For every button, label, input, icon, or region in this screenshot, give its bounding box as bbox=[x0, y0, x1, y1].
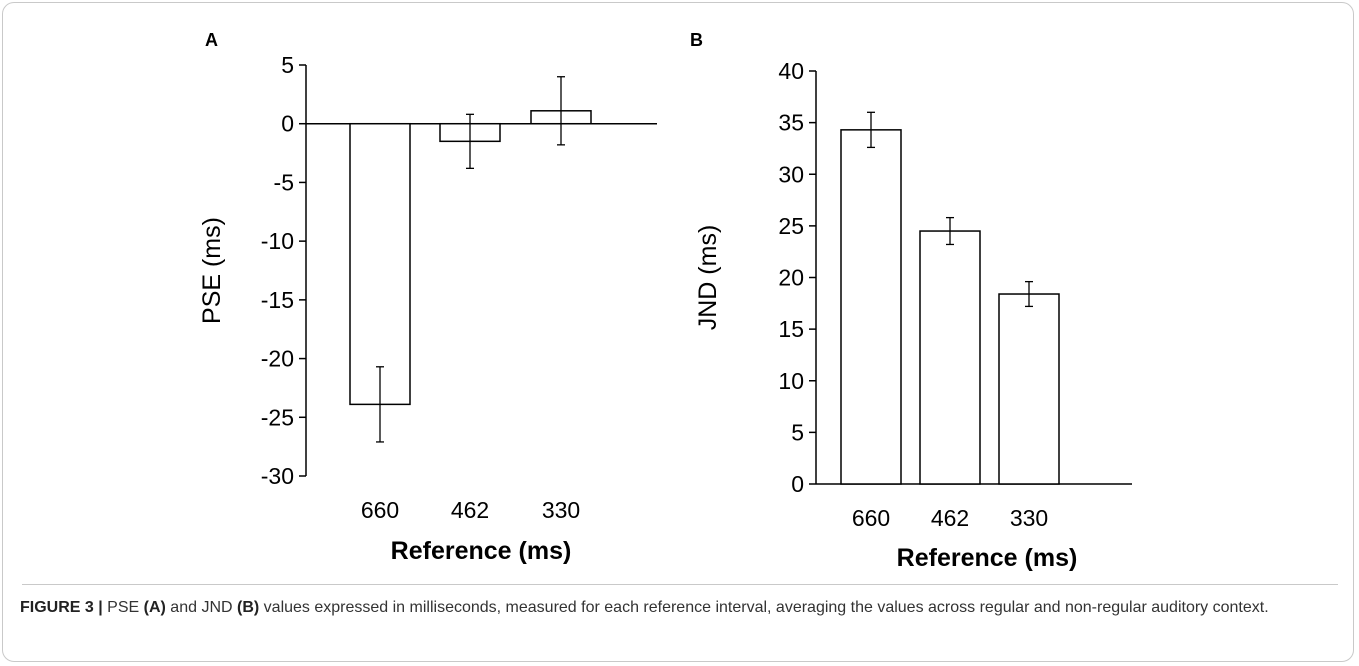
y-tick-label: 15 bbox=[778, 316, 804, 342]
y-tick-label: 35 bbox=[778, 110, 804, 136]
y-tick-label: 5 bbox=[791, 419, 804, 445]
y-tick-label: 10 bbox=[778, 368, 804, 394]
y-tick-label: -20 bbox=[261, 346, 294, 372]
x-tick-label: 330 bbox=[542, 497, 580, 523]
caption-label: FIGURE 3 | bbox=[20, 599, 103, 616]
y-tick-label: -30 bbox=[261, 463, 294, 489]
y-tick-label: -10 bbox=[261, 228, 294, 254]
y-tick-label: -5 bbox=[274, 169, 294, 195]
caption-divider bbox=[22, 584, 1338, 585]
x-tick-label: 462 bbox=[451, 497, 489, 523]
x-tick-label: 660 bbox=[852, 505, 890, 531]
y-tick-label: -15 bbox=[261, 287, 294, 313]
y-axis-title: JND (ms) bbox=[694, 225, 722, 331]
panel-label: B bbox=[690, 30, 703, 50]
y-tick-label: 5 bbox=[281, 52, 294, 78]
y-tick-label: -25 bbox=[261, 404, 294, 430]
bar bbox=[349, 122, 411, 406]
panel-label: A bbox=[205, 30, 218, 50]
caption-part: values expressed in milliseconds, measur… bbox=[259, 599, 1269, 616]
chart-panel-b: B 40 35 30 25 20 15 10 5 0 660 462 330 JND (ms) Refere… bbox=[690, 30, 1132, 572]
figure-caption: FIGURE 3 | PSE (A) and JND (B) values ex… bbox=[20, 596, 1330, 619]
chart-panel-a: A 5 0 -5 -10 -15 -20 -25 -30 660 462 330 PSE (ms) Ref… bbox=[198, 30, 657, 565]
y-tick-label: 0 bbox=[281, 111, 294, 137]
y-tick-label: 25 bbox=[778, 213, 804, 239]
caption-part: (A) bbox=[143, 599, 166, 616]
x-tick-label: 330 bbox=[1010, 505, 1048, 531]
y-axis-title: PSE (ms) bbox=[198, 217, 226, 324]
caption-part: (B) bbox=[237, 599, 260, 616]
x-axis-title: Reference (ms) bbox=[897, 544, 1078, 572]
figure-charts: A 5 0 -5 -10 -15 -20 -25 -30 660 462 330 PSE (ms) Ref… bbox=[198, 30, 1132, 572]
caption-part: and JND bbox=[165, 599, 237, 616]
x-axis-title: Reference (ms) bbox=[391, 537, 572, 565]
y-tick-label: 40 bbox=[778, 58, 804, 84]
y-tick-label: 0 bbox=[791, 471, 804, 497]
x-tick-label: 462 bbox=[931, 505, 969, 531]
caption-text: PSE (A) and JND (B) values expressed in … bbox=[107, 599, 1268, 616]
y-tick-label: 20 bbox=[778, 265, 804, 291]
bar bbox=[919, 230, 981, 485]
bar bbox=[840, 129, 902, 485]
x-tick-label: 660 bbox=[361, 497, 399, 523]
y-tick-label: 30 bbox=[778, 161, 804, 187]
bar bbox=[998, 293, 1060, 485]
caption-part: PSE bbox=[107, 599, 144, 616]
